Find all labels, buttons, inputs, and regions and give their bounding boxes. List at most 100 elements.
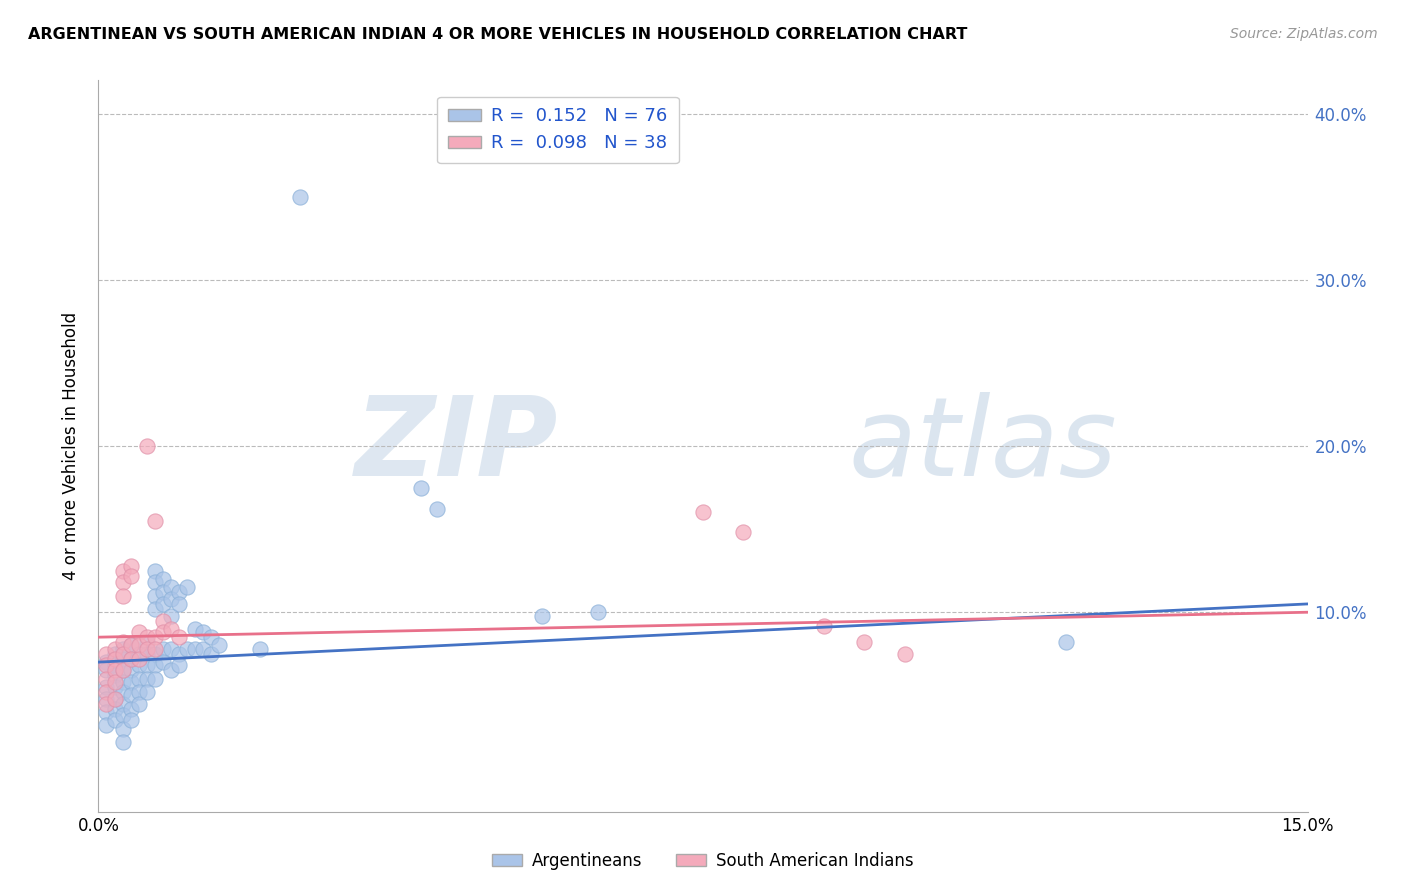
Point [96, 691, 118, 706]
Point [111, 575, 134, 590]
Point [135, 630, 157, 644]
Point [160, 580, 183, 594]
Point [143, 575, 166, 590]
Text: Source: ZipAtlas.com: Source: ZipAtlas.com [1230, 27, 1378, 41]
Point [160, 622, 183, 636]
Point [1054, 635, 1077, 649]
Point [120, 639, 142, 653]
Point [167, 585, 190, 599]
Point [96, 658, 118, 673]
Point [167, 597, 190, 611]
Point [103, 641, 125, 656]
Point [152, 597, 174, 611]
Point [143, 514, 166, 528]
Point [152, 572, 174, 586]
Point [143, 589, 166, 603]
Text: ARGENTINEAN VS SOUTH AMERICAN INDIAN 4 OR MORE VEHICLES IN HOUSEHOLD CORRELATION: ARGENTINEAN VS SOUTH AMERICAN INDIAN 4 O… [28, 27, 967, 42]
Point [208, 639, 231, 653]
Point [167, 647, 190, 661]
Point [160, 641, 183, 656]
Point [160, 608, 183, 623]
Point [96, 672, 118, 686]
Point [128, 625, 150, 640]
Point [111, 664, 134, 678]
Point [111, 708, 134, 723]
Point [143, 658, 166, 673]
Point [733, 525, 755, 540]
Point [128, 652, 150, 666]
Point [128, 639, 150, 653]
Point [111, 675, 134, 690]
Point [128, 697, 150, 711]
Text: atlas: atlas [848, 392, 1116, 500]
Point [152, 641, 174, 656]
Point [143, 672, 166, 686]
Point [893, 647, 915, 661]
Point [143, 647, 166, 661]
Point [111, 685, 134, 699]
Point [176, 580, 198, 594]
Point [135, 439, 157, 453]
Point [200, 630, 222, 644]
Point [128, 672, 150, 686]
Point [200, 647, 222, 661]
Point [103, 691, 125, 706]
Point [103, 691, 125, 706]
Point [96, 705, 118, 719]
Point [120, 664, 142, 678]
Point [152, 585, 174, 599]
Legend: Argentineans, South American Indians: Argentineans, South American Indians [485, 846, 921, 877]
Y-axis label: 4 or more Vehicles in Household: 4 or more Vehicles in Household [62, 312, 80, 580]
Point [120, 568, 142, 582]
Point [96, 685, 118, 699]
Point [193, 625, 215, 640]
Point [167, 630, 190, 644]
Point [128, 658, 150, 673]
Point [135, 635, 157, 649]
Point [120, 652, 142, 666]
Text: ZIP: ZIP [354, 392, 558, 500]
Point [128, 685, 150, 699]
Point [96, 718, 118, 732]
Point [135, 641, 157, 656]
Point [135, 658, 157, 673]
Point [96, 697, 118, 711]
Point [167, 658, 190, 673]
Point [853, 635, 876, 649]
Point [135, 672, 157, 686]
Point [111, 697, 134, 711]
Point [96, 664, 118, 678]
Point [143, 602, 166, 616]
Point [111, 564, 134, 578]
Point [96, 647, 118, 661]
Point [152, 655, 174, 669]
Point [692, 506, 714, 520]
Point [152, 614, 174, 628]
Point [103, 668, 125, 682]
Point [184, 641, 207, 656]
Point [103, 647, 125, 661]
Point [120, 689, 142, 703]
Point [160, 591, 183, 606]
Point [120, 558, 142, 573]
Point [176, 641, 198, 656]
Point [111, 735, 134, 749]
Point [120, 675, 142, 690]
Point [409, 481, 432, 495]
Point [530, 608, 553, 623]
Point [586, 605, 609, 619]
Point [426, 502, 449, 516]
Point [103, 714, 125, 728]
Point [143, 641, 166, 656]
Point [288, 189, 311, 203]
Point [120, 714, 142, 728]
Point [111, 722, 134, 736]
Point [111, 635, 134, 649]
Point [152, 625, 174, 640]
Point [111, 652, 134, 666]
Point [813, 618, 835, 632]
Point [143, 564, 166, 578]
Point [160, 664, 183, 678]
Point [120, 701, 142, 715]
Point [135, 685, 157, 699]
